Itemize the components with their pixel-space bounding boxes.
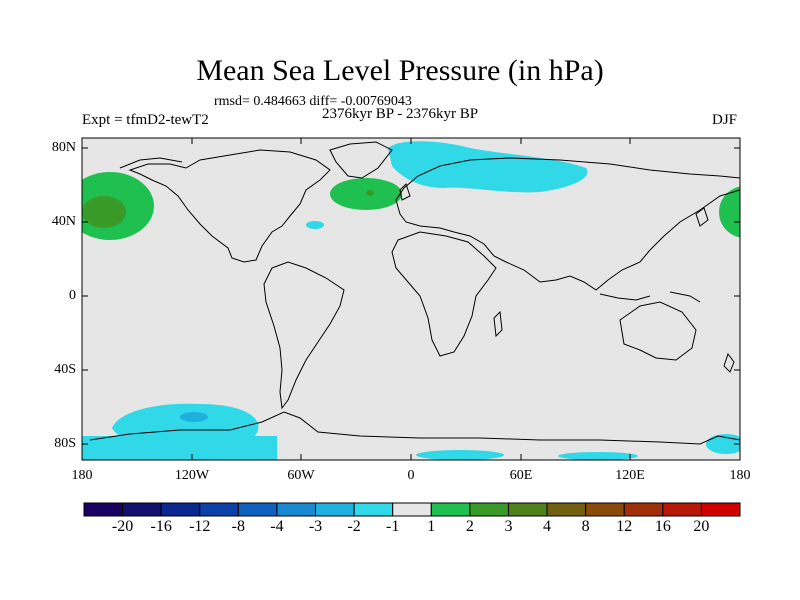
colorbar-box	[83, 502, 124, 517]
season-label: DJF	[712, 112, 738, 128]
coast-greenland	[329, 141, 393, 179]
colorbar-label: -20	[111, 518, 134, 535]
colorbar-label: 8	[581, 518, 590, 535]
coast-indonesia	[599, 293, 651, 301]
lon-label-60e: 60E	[509, 468, 533, 483]
lat-label-0: 0	[69, 288, 76, 303]
colorbar-label: 3	[504, 518, 513, 535]
period-label: 2376kyr BP - 2376kyr BP	[322, 106, 479, 122]
colorbar-label: -4	[270, 518, 284, 535]
coast-madagascar	[493, 310, 503, 338]
coast-eurasia	[395, 157, 740, 291]
anomaly-north-atlantic	[330, 178, 402, 210]
colorbar-box	[315, 502, 355, 517]
coast-new-zealand	[723, 352, 735, 373]
coast-south-america	[263, 261, 345, 410]
colorbar-box	[700, 502, 741, 517]
anomaly-siberia	[388, 141, 588, 193]
colorbar-label: 4	[543, 518, 552, 535]
colorbar-box	[160, 502, 201, 517]
colorbar-label: -8	[231, 518, 245, 535]
anomaly-small-atlantic	[306, 221, 324, 229]
colorbar-label: -3	[308, 518, 323, 535]
colorbar-box	[199, 502, 239, 517]
anomaly-north-pacific-west-core	[82, 196, 126, 228]
anomaly-north-pacific-east	[719, 186, 740, 238]
coastlines	[89, 141, 740, 445]
colorbar-box	[122, 502, 162, 517]
coast-africa	[391, 231, 497, 357]
anomaly-antarctic-atlantic	[416, 450, 504, 460]
anomaly-antarctic-indian	[558, 452, 638, 460]
colorbar-label: 16	[654, 518, 671, 535]
colorbar-box	[546, 502, 587, 517]
experiment-label: Expt = tfmD2-tewT2	[82, 112, 209, 128]
axis-ticks	[81, 138, 741, 460]
lat-label-40n: 40N	[51, 214, 76, 229]
colorbar-box	[507, 502, 548, 517]
coast-north-america	[128, 149, 331, 263]
lat-label-80n: 80N	[51, 140, 76, 155]
lon-label-180w: 180	[71, 468, 93, 483]
coast-alaska	[119, 157, 183, 169]
colorbar-box	[623, 502, 664, 517]
colorbar-label: 12	[616, 518, 633, 535]
coast-japan	[695, 207, 709, 227]
colorbar-label: 1	[427, 518, 436, 535]
map-title: Mean Sea Level Pressure (in hPa)	[196, 54, 604, 87]
colorbar-label: -1	[386, 518, 400, 535]
coast-new-guinea	[669, 291, 701, 303]
colorbar-label: -16	[150, 518, 172, 535]
lon-label-60w: 60W	[287, 468, 315, 483]
colorbar	[83, 502, 741, 517]
colorbar-box	[353, 502, 394, 517]
lon-label-180e: 180	[729, 468, 751, 483]
lon-label-0: 0	[407, 468, 415, 483]
colorbar-label: 20	[693, 518, 710, 535]
colorbar-label: -12	[189, 518, 211, 535]
lon-label-120e: 120E	[615, 468, 645, 483]
coast-australia	[619, 301, 697, 361]
colorbar-label: 2	[465, 518, 474, 535]
colorbar-box	[276, 502, 317, 517]
colorbar-box	[430, 502, 471, 517]
colorbar-box	[392, 502, 432, 517]
lon-label-120w: 120W	[174, 468, 210, 483]
anomaly-antarctic-lobe	[180, 447, 270, 460]
anomaly-north-atlantic-core	[366, 190, 374, 196]
colorbar-label: -2	[347, 518, 361, 535]
colorbar-box	[237, 502, 278, 517]
colorbar-box	[662, 502, 702, 517]
anomaly-south-pacific	[112, 403, 259, 447]
stats-line: rmsd= 0.484663 diff= -0.00769043	[214, 94, 412, 109]
pressure-anomaly-fields	[82, 141, 740, 460]
colorbar-box	[585, 502, 625, 517]
coast-antarctica	[89, 411, 740, 445]
coast-uk	[399, 183, 411, 201]
colorbar-box	[469, 502, 509, 517]
anomaly-south-pacific-core	[180, 412, 208, 422]
lat-label-80s: 80S	[54, 436, 76, 451]
anomaly-antarctic-pacific	[706, 434, 740, 454]
lat-label-40s: 40S	[54, 362, 76, 377]
